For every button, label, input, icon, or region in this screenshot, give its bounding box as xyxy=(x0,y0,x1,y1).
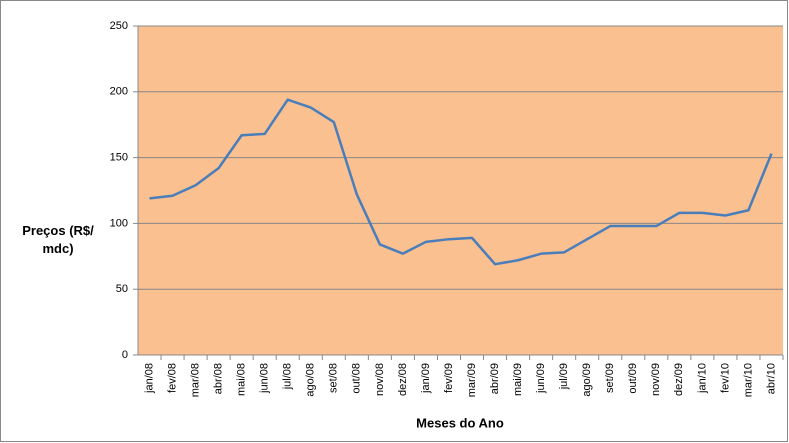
x-tick-label: jan/08 xyxy=(143,363,155,394)
x-tick-label: mar/08 xyxy=(189,363,201,397)
x-tick-label: mar/10 xyxy=(742,363,754,397)
x-tick-label: dez/08 xyxy=(397,363,409,396)
x-tick-label: mai/09 xyxy=(512,363,524,396)
x-tick-label: abr/10 xyxy=(765,363,777,394)
x-tick-label: set/09 xyxy=(604,363,616,393)
x-tick-label: out/08 xyxy=(351,363,363,394)
y-tick-label: 250 xyxy=(110,20,128,32)
x-tick-label: fev/09 xyxy=(443,363,455,393)
x-tick-label: jun/08 xyxy=(259,363,271,394)
x-tick-label: ago/08 xyxy=(305,363,317,397)
x-tick-label: jul/09 xyxy=(558,363,570,390)
x-tick-label: fev/10 xyxy=(719,363,731,393)
y-axis-title: Preços (R$/ mdc) xyxy=(22,223,94,256)
x-tick-label: ago/09 xyxy=(581,363,593,397)
x-tick-label: abr/08 xyxy=(213,363,225,394)
plot-area xyxy=(138,26,783,355)
x-tick-label: fev/08 xyxy=(166,363,178,393)
x-tick-label: jan/09 xyxy=(420,363,432,394)
x-tick-label: jan/10 xyxy=(696,363,708,394)
y-tick-label: 0 xyxy=(122,349,128,361)
y-tick-label: 100 xyxy=(110,217,128,229)
x-axis-title: Meses do Ano xyxy=(416,415,504,430)
y-tick-label: 200 xyxy=(110,86,128,98)
x-tick-label: jun/09 xyxy=(535,363,547,394)
data-line xyxy=(149,98,773,266)
x-tick-label: mar/09 xyxy=(466,363,478,397)
x-tick-label: jul/08 xyxy=(282,363,294,390)
y-tick-label: 150 xyxy=(110,152,128,164)
x-tick-label: nov/08 xyxy=(374,363,386,396)
x-tick-label: mai/08 xyxy=(236,363,248,396)
x-tick-label: nov/09 xyxy=(650,363,662,396)
x-tick-label: dez/09 xyxy=(673,363,685,396)
x-tick-label: out/09 xyxy=(627,363,639,394)
x-tick-label: abr/09 xyxy=(489,363,501,394)
x-tick-label: set/08 xyxy=(328,363,340,393)
y-tick-label: 50 xyxy=(116,283,128,295)
